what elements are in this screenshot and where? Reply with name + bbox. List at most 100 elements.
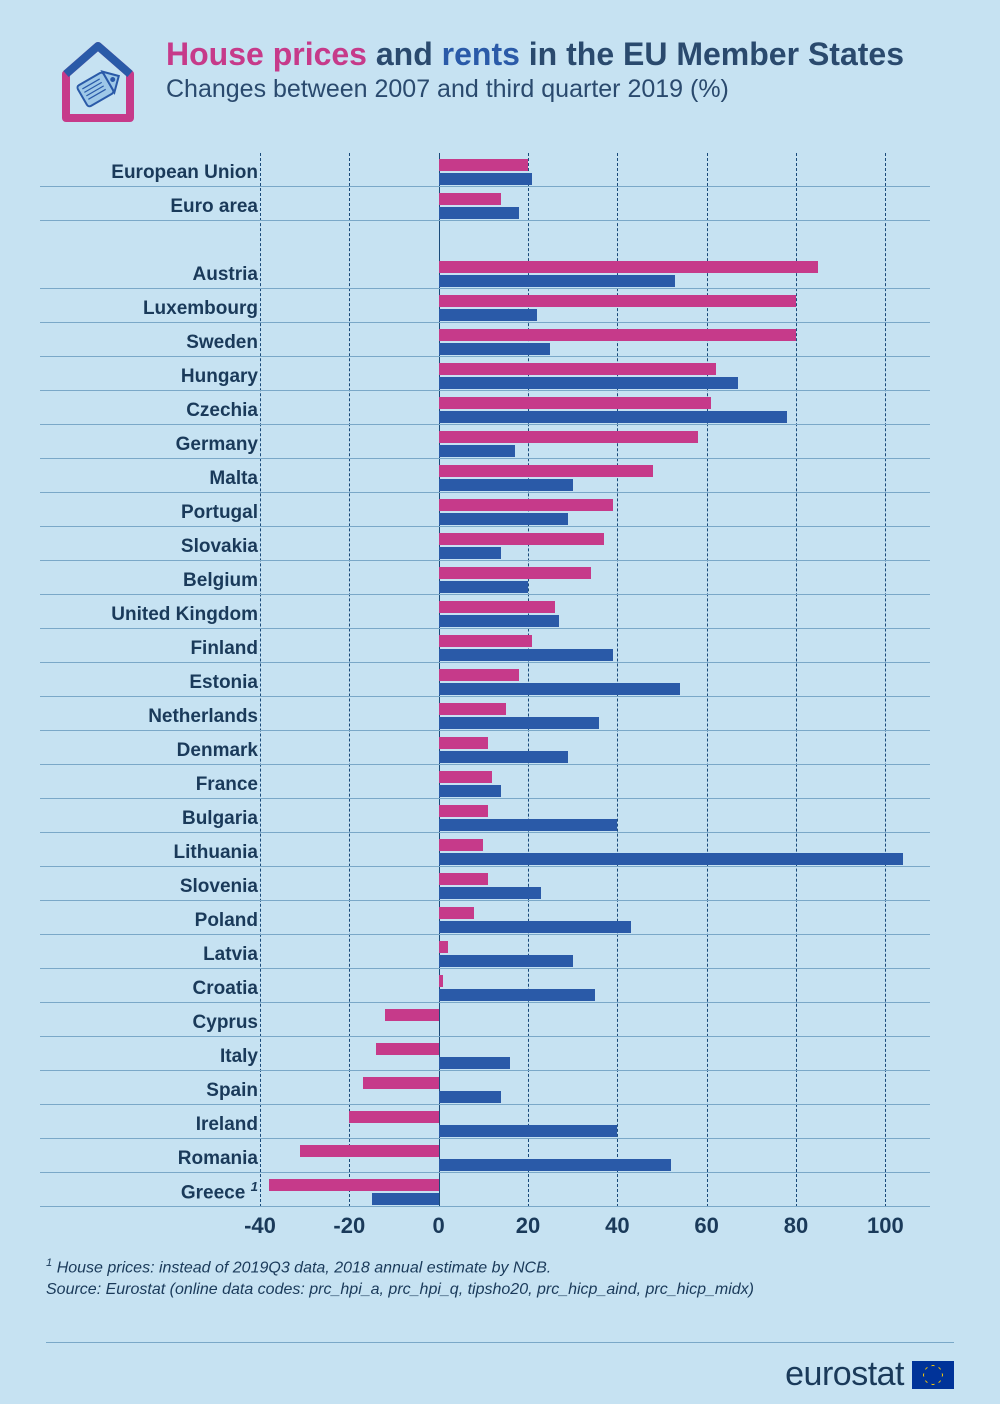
house-price-bar xyxy=(439,499,613,511)
row-label: United Kingdom xyxy=(111,604,258,626)
house-price-bar xyxy=(439,465,653,477)
house-price-bar xyxy=(439,431,698,443)
house-price-bar xyxy=(439,975,443,987)
footnote-1: 1 House prices: instead of 2019Q3 data, … xyxy=(46,1257,954,1277)
row-container: European UnionEuro areaAustriaLuxembourg… xyxy=(40,153,930,1207)
data-row: Netherlands xyxy=(40,697,930,731)
house-price-bar xyxy=(300,1145,438,1157)
house-price-bar xyxy=(439,193,502,205)
row-label: Spain xyxy=(206,1080,258,1102)
row-label: Bulgaria xyxy=(182,808,258,830)
house-price-bar xyxy=(439,159,528,171)
source-line: Source: Eurostat (online data codes: prc… xyxy=(46,1281,954,1299)
house-price-bar xyxy=(439,873,488,885)
house-price-bar xyxy=(439,669,519,681)
rent-bar xyxy=(439,751,569,763)
row-label: Croatia xyxy=(193,978,258,1000)
row-label: Malta xyxy=(209,468,258,490)
rent-bar xyxy=(439,615,560,627)
x-tick-label: 80 xyxy=(784,1213,808,1239)
house-price-bar xyxy=(439,295,796,307)
rent-bar xyxy=(439,921,631,933)
data-row: Belgium xyxy=(40,561,930,595)
rent-bar xyxy=(439,785,502,797)
x-tick-label: 20 xyxy=(516,1213,540,1239)
rent-bar xyxy=(439,1159,671,1171)
house-price-bar xyxy=(385,1009,439,1021)
row-label: Cyprus xyxy=(193,1012,258,1034)
row-label: Lithuania xyxy=(174,842,258,864)
house-price-bar xyxy=(439,771,493,783)
rent-bar xyxy=(439,581,528,593)
house-price-bar xyxy=(269,1179,439,1191)
row-label: Belgium xyxy=(183,570,258,592)
chart: European UnionEuro areaAustriaLuxembourg… xyxy=(40,153,960,1251)
rent-bar xyxy=(439,819,618,831)
house-price-bar xyxy=(439,397,711,409)
x-tick-label: -20 xyxy=(333,1213,365,1239)
rent-bar xyxy=(439,343,551,355)
rent-bar xyxy=(439,853,904,865)
rent-bar xyxy=(439,309,537,321)
row-label: France xyxy=(196,774,258,796)
row-label: Poland xyxy=(195,910,258,932)
data-row: Portugal xyxy=(40,493,930,527)
data-row: France xyxy=(40,765,930,799)
x-tick-label: 40 xyxy=(605,1213,629,1239)
rent-bar xyxy=(439,887,542,899)
rent-bar xyxy=(439,1091,502,1103)
data-row: Spain xyxy=(40,1071,930,1105)
data-row: Germany xyxy=(40,425,930,459)
rent-bar xyxy=(439,377,738,389)
rent-bar xyxy=(439,1125,618,1137)
row-label: Estonia xyxy=(189,672,258,694)
row-label: Czechia xyxy=(186,400,258,422)
house-price-bar xyxy=(439,907,475,919)
row-label: Luxembourg xyxy=(143,298,258,320)
house-price-bar xyxy=(349,1111,438,1123)
data-row: Latvia xyxy=(40,935,930,969)
rent-bar xyxy=(439,989,595,1001)
data-row: Bulgaria xyxy=(40,799,930,833)
subtitle: Changes between 2007 and third quarter 2… xyxy=(166,75,904,104)
data-row: Slovakia xyxy=(40,527,930,561)
rent-bar xyxy=(439,955,573,967)
rent-bar xyxy=(439,649,613,661)
data-row: Estonia xyxy=(40,663,930,697)
house-price-bar xyxy=(363,1077,439,1089)
data-row: Hungary xyxy=(40,357,930,391)
rent-bar xyxy=(439,445,515,457)
row-label: Ireland xyxy=(196,1114,258,1136)
row-label: Hungary xyxy=(181,366,258,388)
data-row: Slovenia xyxy=(40,867,930,901)
footnotes: 1 House prices: instead of 2019Q3 data, … xyxy=(46,1257,954,1299)
rent-bar xyxy=(372,1193,439,1205)
house-price-bar xyxy=(439,567,591,579)
header: House prices and rents in the EU Member … xyxy=(0,0,1000,141)
data-row: Romania xyxy=(40,1139,930,1173)
rent-bar xyxy=(439,275,676,287)
house-price-bar xyxy=(376,1043,439,1055)
data-row: Finland xyxy=(40,629,930,663)
rent-bar xyxy=(439,683,680,695)
data-row: Austria xyxy=(40,255,930,289)
house-price-bar xyxy=(439,363,716,375)
house-price-bar xyxy=(439,261,819,273)
data-row: Cyprus xyxy=(40,1003,930,1037)
row-label: Denmark xyxy=(177,740,258,762)
row-label: Greece 1 xyxy=(181,1179,258,1204)
main-title: House prices and rents in the EU Member … xyxy=(166,36,904,73)
data-row: Malta xyxy=(40,459,930,493)
rent-bar xyxy=(439,547,502,559)
row-label: Portugal xyxy=(181,502,258,524)
row-label: Germany xyxy=(176,434,258,456)
data-row: Euro area xyxy=(40,187,930,221)
row-label: Netherlands xyxy=(148,706,258,728)
house-price-bar xyxy=(439,941,448,953)
x-tick-label: 0 xyxy=(433,1213,445,1239)
house-price-bar xyxy=(439,635,533,647)
eu-flag-icon xyxy=(912,1361,954,1389)
row-label: Sweden xyxy=(186,332,258,354)
house-price-bar xyxy=(439,601,555,613)
row-label: Slovenia xyxy=(180,876,258,898)
